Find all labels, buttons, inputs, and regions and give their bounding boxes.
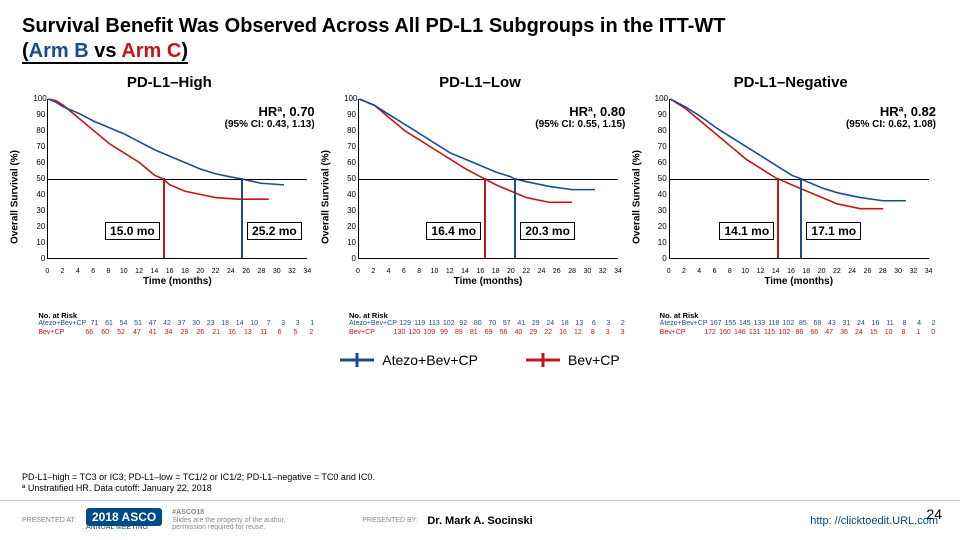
- hr-block: HRª, 0.82 (95% CI: 0.62, 1.08): [846, 104, 936, 130]
- panel-title: PD-L1–Low: [439, 74, 521, 91]
- fifty-percent-line: [670, 179, 929, 180]
- chart-panel: PD-L1–High HRª, 0.70 (95% CI: 0.43, 1.13…: [16, 74, 323, 338]
- median-label-a: 17.1 mo: [806, 222, 861, 240]
- hr-value: HRª, 0.80: [535, 104, 625, 119]
- hr-value: HRª, 0.70: [225, 104, 315, 119]
- title-main: Survival Benefit Was Observed Across All…: [22, 15, 725, 37]
- panel-title: PD-L1–Negative: [734, 74, 848, 91]
- x-axis-label: Time (months): [669, 276, 929, 287]
- y-axis-label: Overall Survival (%): [10, 150, 21, 244]
- median-line-a: [514, 178, 516, 258]
- median-line-b: [163, 178, 165, 258]
- asco-hash-block: #ASCO18 Slides are the property of the a…: [172, 509, 312, 532]
- chart-panel: PD-L1–Low HRª, 0.80 (95% CI: 0.55, 1.15)…: [327, 74, 634, 338]
- legend-item-atezo: Atezo+Bev+CP: [340, 352, 478, 368]
- median-line-b: [777, 178, 779, 258]
- slide-title: Survival Benefit Was Observed Across All…: [0, 0, 960, 68]
- arm-b-text: Arm B: [29, 40, 89, 62]
- y-axis-label: Overall Survival (%): [321, 150, 332, 244]
- median-label-b: 15.0 mo: [105, 222, 160, 240]
- numbers-at-risk: No. at Risk Atezo+Bev+CP7161545147423730…: [38, 311, 318, 338]
- footer-bar: PRESENTED AT: 2018 ASCO ANNUAL MEETING #…: [0, 500, 960, 540]
- arm-c-text: Arm C: [121, 40, 181, 62]
- hr-ci: (95% CI: 0.62, 1.08): [846, 119, 936, 130]
- footer-url[interactable]: http: //clicktoedit.URL.com: [810, 515, 938, 527]
- hr-ci: (95% CI: 0.43, 1.13): [225, 119, 315, 130]
- x-axis-label: Time (months): [358, 276, 618, 287]
- hr-block: HRª, 0.80 (95% CI: 0.55, 1.15): [535, 104, 625, 130]
- median-line-a: [800, 178, 802, 258]
- footnotes: PD-L1–high = TC3 or IC3; PD-L1–low = TC1…: [22, 472, 375, 495]
- charts-row: PD-L1–High HRª, 0.70 (95% CI: 0.43, 1.13…: [0, 68, 960, 338]
- footnote-2: ª Unstratified HR. Data cutoff: January …: [22, 483, 375, 494]
- presented-by-label: PRESENTED BY:: [362, 517, 418, 524]
- hr-block: HRª, 0.70 (95% CI: 0.43, 1.13): [225, 104, 315, 130]
- footnote-1: PD-L1–high = TC3 or IC3; PD-L1–low = TC1…: [22, 472, 375, 483]
- footer-logos: PRESENTED AT: 2018 ASCO ANNUAL MEETING #…: [22, 509, 418, 532]
- title-arm-compare: (Arm B vs Arm C): [22, 41, 188, 64]
- legend-label-a: Atezo+Bev+CP: [382, 352, 478, 368]
- median-label-a: 25.2 mo: [247, 222, 302, 240]
- presenter-name: Dr. Mark A. Socinski: [427, 515, 532, 527]
- hr-ci: (95% CI: 0.55, 1.15): [535, 119, 625, 130]
- numbers-at-risk: No. at Risk Atezo+Bev+CP1671551451331181…: [660, 311, 940, 338]
- median-line-b: [484, 178, 486, 258]
- legend-swatch-blue: [340, 353, 374, 367]
- median-label-b: 16.4 mo: [426, 222, 481, 240]
- presented-at-label: PRESENTED AT:: [22, 517, 76, 524]
- numbers-at-risk: No. at Risk Atezo+Bev+CP1291191131029280…: [349, 311, 629, 338]
- fifty-percent-line: [359, 179, 618, 180]
- asco-logo: 2018 ASCO ANNUAL MEETING: [86, 510, 162, 531]
- chart-panel: PD-L1–Negative HRª, 0.82 (95% CI: 0.62, …: [637, 74, 944, 338]
- slide-number: 24: [926, 506, 942, 522]
- hr-value: HRª, 0.82: [846, 104, 936, 119]
- median-label-a: 20.3 mo: [520, 222, 575, 240]
- legend-label-b: Bev+CP: [568, 352, 620, 368]
- legend-swatch-red: [526, 353, 560, 367]
- fifty-percent-line: [48, 179, 307, 180]
- y-axis-label: Overall Survival (%): [631, 150, 642, 244]
- legend-item-bev: Bev+CP: [526, 352, 620, 368]
- legend: Atezo+Bev+CP Bev+CP: [0, 352, 960, 368]
- median-line-a: [241, 178, 243, 258]
- panel-title: PD-L1–High: [127, 74, 212, 91]
- median-label-b: 14.1 mo: [719, 222, 774, 240]
- x-axis-label: Time (months): [47, 276, 307, 287]
